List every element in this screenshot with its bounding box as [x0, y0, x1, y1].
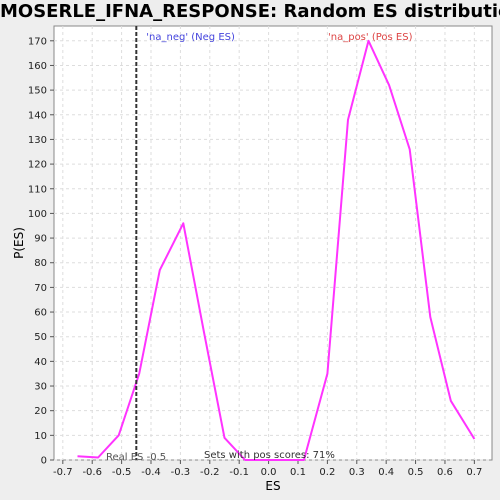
y-tick-label: 100: [28, 209, 47, 220]
y-tick-label: 140: [28, 110, 47, 121]
y-tick-label: 50: [34, 332, 47, 343]
y-tick-label: 150: [28, 86, 47, 97]
y-tick-label: 30: [34, 382, 47, 393]
y-tick-label: 60: [34, 308, 47, 319]
y-tick-label: 170: [28, 36, 47, 47]
y-tick-label: 20: [34, 406, 47, 417]
neg-es-label: 'na_neg' (Neg ES): [146, 32, 235, 43]
y-tick-label: 90: [34, 234, 47, 245]
x-tick-label: -0.2: [200, 467, 220, 478]
x-tick-label: 0.7: [466, 467, 482, 478]
grid-lines: [54, 26, 492, 461]
pos-es-label: 'na_pos' (Pos ES): [328, 32, 413, 43]
x-tick-label: -0.4: [141, 467, 161, 478]
x-tick-label: 0.2: [319, 467, 335, 478]
x-tick-label: 0.3: [349, 467, 365, 478]
x-tick-label: 0.4: [378, 467, 394, 478]
x-tick-label: -0.5: [112, 467, 132, 478]
x-tick-label: 0.5: [408, 467, 424, 478]
y-tick-label: 80: [34, 258, 47, 269]
y-tick-label: 10: [34, 431, 47, 442]
y-tick-label: 110: [28, 184, 47, 195]
x-tick-label: 0.6: [437, 467, 453, 478]
y-tick-label: 70: [34, 283, 47, 294]
x-tick-label: 0.1: [290, 467, 306, 478]
x-tick-label: -0.3: [171, 467, 191, 478]
x-tick-label: -0.6: [82, 467, 102, 478]
x-tick-label: -0.1: [229, 467, 249, 478]
chart-title: MOSERLE_IFNA_RESPONSE: Random ES distrib…: [0, 1, 500, 22]
plot-area: [53, 25, 493, 461]
y-tick-label: 0: [41, 456, 47, 467]
pos-scores-label: Sets with pos scores: 71%: [204, 450, 335, 461]
axes: 0 10 20 30 40 50 60 70 80 90 100 110 120 130 140 150 160…: [28, 36, 482, 478]
real-es-label: Real ES -0.5: [106, 452, 166, 463]
y-tick-label: 130: [28, 135, 47, 146]
annotation-layer: 'na_neg' (Neg ES) 'na_pos' (Pos ES) Real E…: [106, 26, 413, 463]
y-tick-label: 120: [28, 160, 47, 171]
x-tick-label: 0.0: [261, 467, 277, 478]
x-axis-title: ES: [265, 479, 280, 493]
y-tick-label: 160: [28, 61, 47, 72]
y-tick-label: 40: [34, 357, 47, 368]
y-axis-title: P(ES): [12, 227, 26, 259]
x-tick-label: -0.7: [53, 467, 73, 478]
